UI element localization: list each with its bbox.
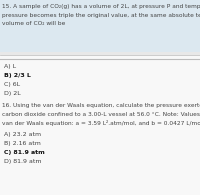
Text: van der Waals equation: a = 3.59 L².atm/mol, and b = 0.0427 L/mol.: van der Waals equation: a = 3.59 L².atm/… xyxy=(2,120,200,126)
Text: 16. Using the van der Waals equation, calculate the pressure exerted by 15.0 mol: 16. Using the van der Waals equation, ca… xyxy=(2,103,200,108)
Text: volume of CO₂ will be: volume of CO₂ will be xyxy=(2,21,65,26)
Text: A) 23.2 atm: A) 23.2 atm xyxy=(4,132,41,137)
Text: pressure becomes triple the original value, at the same absolute temperature, th: pressure becomes triple the original val… xyxy=(2,12,200,18)
Text: A) L: A) L xyxy=(4,64,16,69)
Text: C) 81.9 atm: C) 81.9 atm xyxy=(4,150,45,155)
Bar xyxy=(0,0,200,52)
Text: D) 2L: D) 2L xyxy=(4,91,21,96)
Text: D) 81.9 atm: D) 81.9 atm xyxy=(4,159,42,164)
Text: C) 6L: C) 6L xyxy=(4,82,20,87)
Bar xyxy=(0,55,200,195)
Text: carbon dioxide confined to a 3.00-L vessel at 56.0 °C. Note: Values for a and b : carbon dioxide confined to a 3.00-L vess… xyxy=(2,112,200,116)
Text: B) 2/3 L: B) 2/3 L xyxy=(4,73,31,78)
Text: 15. A sample of CO₂(g) has a volume of 2L, at pressure P and temperature T. If t: 15. A sample of CO₂(g) has a volume of 2… xyxy=(2,4,200,9)
Text: B) 2.16 atm: B) 2.16 atm xyxy=(4,141,41,146)
